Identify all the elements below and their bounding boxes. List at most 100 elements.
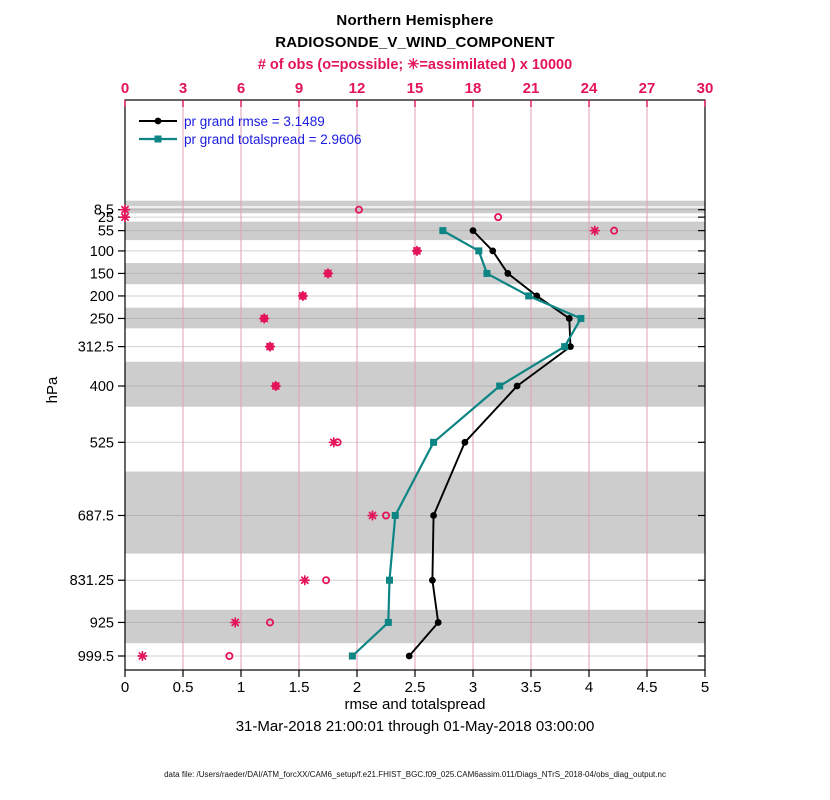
rmse-point (565, 315, 573, 322)
totalspread-point (348, 652, 356, 660)
legend-swatch-totalspread (139, 135, 177, 143)
left-tick-label: 525 (90, 435, 114, 451)
rmse-point (513, 382, 521, 390)
top-tick-label: 18 (465, 80, 482, 97)
top-tick-label: 3 (179, 80, 187, 97)
bottom-tick-label: 5 (701, 679, 709, 696)
left-tick-label: 100 (90, 244, 114, 260)
left-tick-label: 250 (90, 311, 114, 327)
assimilated-asterisk-marker (298, 292, 307, 300)
top-tick-label: 15 (407, 80, 424, 97)
totalspread-point (384, 618, 392, 626)
data-file-text: data file: /Users/raeder/DAI/ATM_forcXX/… (164, 770, 666, 779)
series-pr-grand-totalspread (348, 227, 585, 660)
assimilated-asterisk-marker (260, 314, 269, 323)
assimilated-asterisk-marker (324, 269, 332, 278)
left-tick-label: 200 (90, 289, 114, 305)
left-tick-label: 312.5 (78, 340, 114, 356)
legend-item-totalspread: pr grand totalspread = 2.9606 (137, 130, 362, 148)
top-axis-title: # of obs (o=possible; ✳=assimilated ) x … (0, 57, 830, 73)
bottom-tick-label: 3 (469, 679, 477, 696)
rmse-point (405, 652, 413, 660)
left-tick-label: 687.5 (78, 508, 114, 524)
rmse-point (567, 343, 574, 351)
legend: pr grand rmse = 3.1489 pr grand totalspr… (137, 112, 362, 148)
assimilated-asterisk-marker (121, 205, 129, 214)
rmse-point (429, 576, 436, 584)
left-tick-label: 925 (90, 615, 114, 631)
assimilated-asterisk-marker (329, 438, 338, 447)
left-tick-label: 8.5 (94, 203, 114, 219)
bottom-tick-label: 0.5 (173, 679, 194, 696)
possible-obs-marker (225, 651, 234, 660)
possible-obs-marker (322, 576, 331, 585)
possible-obs-marker (354, 205, 363, 214)
bottom-tick-label: 0 (121, 679, 129, 696)
assimilated-asterisk-marker (368, 511, 377, 520)
totalspread-point (391, 511, 399, 519)
series-line (408, 229, 572, 657)
top-tick-label: 27 (639, 80, 656, 97)
totalspread-point (439, 227, 447, 235)
bottom-tick-label: 4.5 (637, 679, 658, 696)
bottom-tick-label: 1 (237, 679, 245, 696)
assimilated-asterisk-marker (266, 342, 274, 351)
vertical-gridlines (182, 100, 648, 670)
top-tick-label: 21 (523, 80, 540, 97)
bottom-axis-label: rmse and totalspread (344, 696, 486, 713)
bottom-tick-label: 4 (585, 679, 593, 696)
legend-label-rmse: pr grand rmse = 3.1489 (184, 113, 325, 129)
series-line (351, 229, 582, 657)
bottom-tick-label: 3.5 (521, 679, 542, 696)
left-tick-label: 25 (98, 210, 114, 226)
assimilated-asterisk-marker (231, 618, 240, 627)
assimilated-asterisk-marker (271, 382, 280, 390)
title-hemisphere: Northern Hemisphere (336, 12, 494, 29)
totalspread-point (561, 343, 569, 351)
rmse-point (461, 438, 469, 446)
title-observation-type: RADIOSONDE_V_WIND_COMPONENT (275, 34, 555, 51)
top-tick-label: 0 (121, 80, 129, 97)
totalspread-point (483, 269, 491, 277)
left-tick-label: 831.25 (70, 573, 114, 589)
obs-count-axis-label: # of obs (o=possible; ✳=assimilated ) x … (257, 57, 573, 73)
top-tick-label: 6 (237, 80, 245, 97)
totalspread-point (525, 292, 533, 300)
totalspread-point (496, 382, 504, 390)
top-tick-label: 9 (295, 80, 303, 97)
totalspread-point (475, 247, 483, 255)
bottom-tick-label: 2 (353, 679, 361, 696)
chart-title-variable: RADIOSONDE_V_WIND_COMPONENT (0, 34, 830, 51)
possible-obs-marker (381, 511, 390, 520)
possible-obs-marker (265, 618, 274, 627)
assimilated-asterisk-marker (590, 226, 599, 235)
left-tick-label: 55 (98, 224, 114, 240)
rmse-point (430, 512, 437, 519)
axis-ticks: 0 0.5 1 1.5 2 2.5 3 3.5 4 4.5 5 0 3 6 9 12 15 18 21 24 27 30 8… (70, 80, 714, 696)
left-axis-label: hPa (44, 376, 61, 403)
rmse-point (469, 227, 477, 235)
assimilated-asterisk-marker (413, 247, 421, 255)
date-range: 31-Mar-2018 21:00:01 through 01-May-2018… (0, 718, 830, 735)
data-file-path: data file: /Users/raeder/DAI/ATM_forcXX/… (0, 770, 830, 779)
assimilated-asterisk-marker (300, 576, 309, 585)
totalspread-point (385, 576, 393, 584)
date-range-text: 31-Mar-2018 21:00:01 through 01-May-2018… (235, 718, 595, 735)
top-tick-label: 24 (581, 80, 598, 97)
bottom-tick-label: 2.5 (405, 679, 426, 696)
totalspread-point (577, 314, 585, 322)
possible-obs-marker (610, 226, 619, 235)
totalspread-point (430, 438, 438, 446)
left-tick-label: 400 (90, 379, 114, 395)
top-tick-label: 12 (349, 80, 366, 97)
legend-swatch-rmse (139, 117, 177, 125)
rmse-point (434, 619, 442, 626)
bottom-tick-label: 1.5 (289, 679, 310, 696)
possible-obs-marker (494, 213, 503, 222)
rmse-point (489, 247, 497, 255)
legend-label-totalspread: pr grand totalspread = 2.9606 (184, 131, 362, 147)
left-tick-label: 150 (90, 266, 114, 282)
left-tick-label: 999.5 (78, 649, 114, 665)
assimilated-asterisk-marker (138, 652, 147, 660)
